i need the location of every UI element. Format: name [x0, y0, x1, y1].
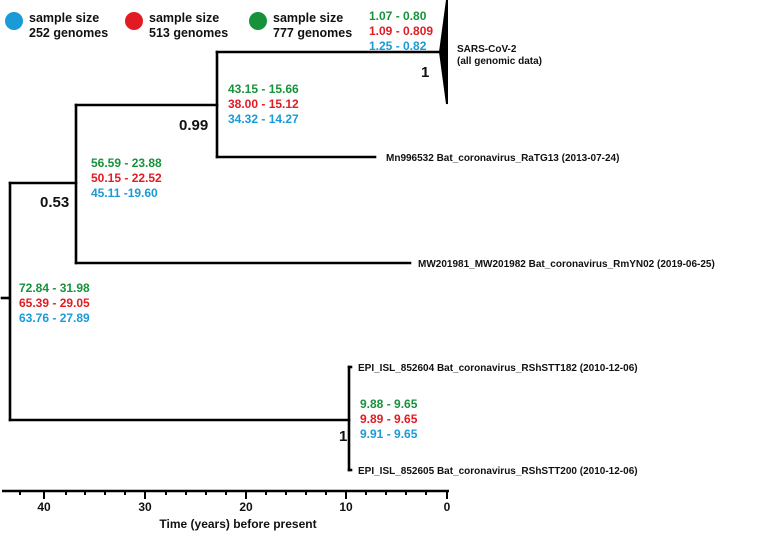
interval-sars-green: 1.07 - 0.80: [369, 9, 427, 23]
legend-item-count: 777 genomes: [273, 26, 353, 40]
tip-rmyn02: MW201981_MW201982 Bat_coronavirus_RmYN02…: [418, 259, 715, 270]
axis-tick-label: 30: [138, 500, 152, 514]
tree-branches: [0, 50, 442, 472]
tip-ratg13: Mn996532 Bat_coronavirus_RaTG13 (2013-07…: [386, 153, 619, 164]
interval-rmyn02-blue: 45.11 -19.60: [91, 186, 158, 200]
legend-item-count: 252 genomes: [29, 26, 109, 40]
interval-rmyn02-red: 50.15 - 22.52: [91, 171, 162, 185]
interval-sars-red: 1.09 - 0.809: [369, 24, 433, 38]
support-with-rmyn02: 0.53: [40, 194, 69, 211]
tip-rshstt182: EPI_ISL_852604 Bat_coronavirus_RShSTT182…: [358, 363, 638, 374]
blue-dot-icon: [5, 12, 23, 30]
red-dot-icon: [125, 12, 143, 30]
axis-tick-label: 10: [339, 500, 353, 514]
legend: sample size 252 genomes sample size 513 …: [0, 10, 400, 50]
support-rshstt: 1: [339, 428, 347, 445]
time-axis: 40 30 20 10 0 Time (years) before presen…: [2, 489, 451, 531]
collapsed-clade-triangle: [438, 0, 448, 105]
tip-sars-cov-2-subtitle: (all genomic data): [457, 56, 542, 67]
green-dot-icon: [249, 12, 267, 30]
tip-rshstt200: EPI_ISL_852605 Bat_coronavirus_RShSTT200…: [358, 466, 638, 477]
interval-root-red: 65.39 - 29.05: [19, 296, 90, 310]
interval-ratg13-green: 43.15 - 15.66: [228, 82, 299, 96]
tip-sars-cov-2: SARS-CoV-2: [457, 44, 517, 55]
legend-item-label: sample size: [273, 11, 344, 25]
support-sars-clade: 1: [421, 64, 429, 81]
interval-sars-blue: 1.25 - 0.82: [369, 39, 427, 53]
interval-rshstt-blue: 9.91 - 9.65: [360, 427, 418, 441]
legend-item-count: 513 genomes: [149, 26, 229, 40]
legend-item-label: sample size: [29, 11, 100, 25]
interval-root-green: 72.84 - 31.98: [19, 281, 90, 295]
axis-tick-label: 40: [37, 500, 51, 514]
support-sars-ratg13: 0.99: [179, 117, 208, 134]
interval-labels: 1.07 - 0.80 1.09 - 0.809 1.25 - 0.82 43.…: [19, 9, 433, 441]
tip-labels: SARS-CoV-2 (all genomic data) Mn996532 B…: [358, 44, 715, 477]
support-values: 1 0.99 0.53 1: [40, 64, 429, 445]
axis-tick-label: 0: [444, 500, 451, 514]
interval-rshstt-red: 9.89 - 9.65: [360, 412, 418, 426]
interval-ratg13-red: 38.00 - 15.12: [228, 97, 299, 111]
axis-title: Time (years) before present: [159, 517, 316, 531]
axis-ticks: [19, 491, 448, 499]
interval-rshstt-green: 9.88 - 9.65: [360, 397, 418, 411]
legend-item-label: sample size: [149, 11, 220, 25]
axis-tick-labels: 40 30 20 10 0: [37, 500, 450, 514]
interval-root-blue: 63.76 - 27.89: [19, 311, 90, 325]
axis-tick-label: 20: [239, 500, 253, 514]
interval-ratg13-blue: 34.32 - 14.27: [228, 112, 299, 126]
interval-rmyn02-green: 56.59 - 23.88: [91, 156, 162, 170]
